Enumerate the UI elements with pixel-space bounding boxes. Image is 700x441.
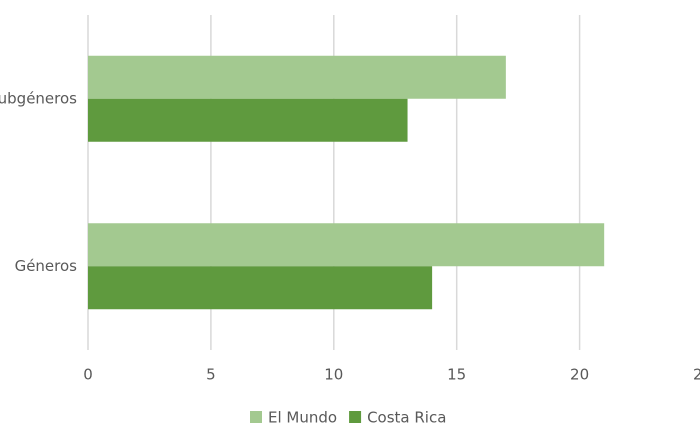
legend-label: El Mundo xyxy=(268,409,337,427)
legend-swatch xyxy=(250,411,262,423)
x-tick-label: 0 xyxy=(83,366,93,384)
x-tick-label: 20 xyxy=(570,366,589,384)
y-tick-label: Géneros xyxy=(15,257,78,275)
x-tick-label: 5 xyxy=(206,366,216,384)
bar xyxy=(88,223,605,267)
y-tick-label: Subgéneros xyxy=(0,89,77,107)
legend-label: Costa Rica xyxy=(367,409,446,427)
x-tick-label: 15 xyxy=(447,366,466,384)
x-tick-label: 10 xyxy=(324,366,343,384)
x-tick-label: 25 xyxy=(693,366,700,384)
bar xyxy=(88,55,506,99)
legend-swatch xyxy=(349,411,362,423)
bar xyxy=(88,98,408,142)
bar xyxy=(88,266,433,310)
